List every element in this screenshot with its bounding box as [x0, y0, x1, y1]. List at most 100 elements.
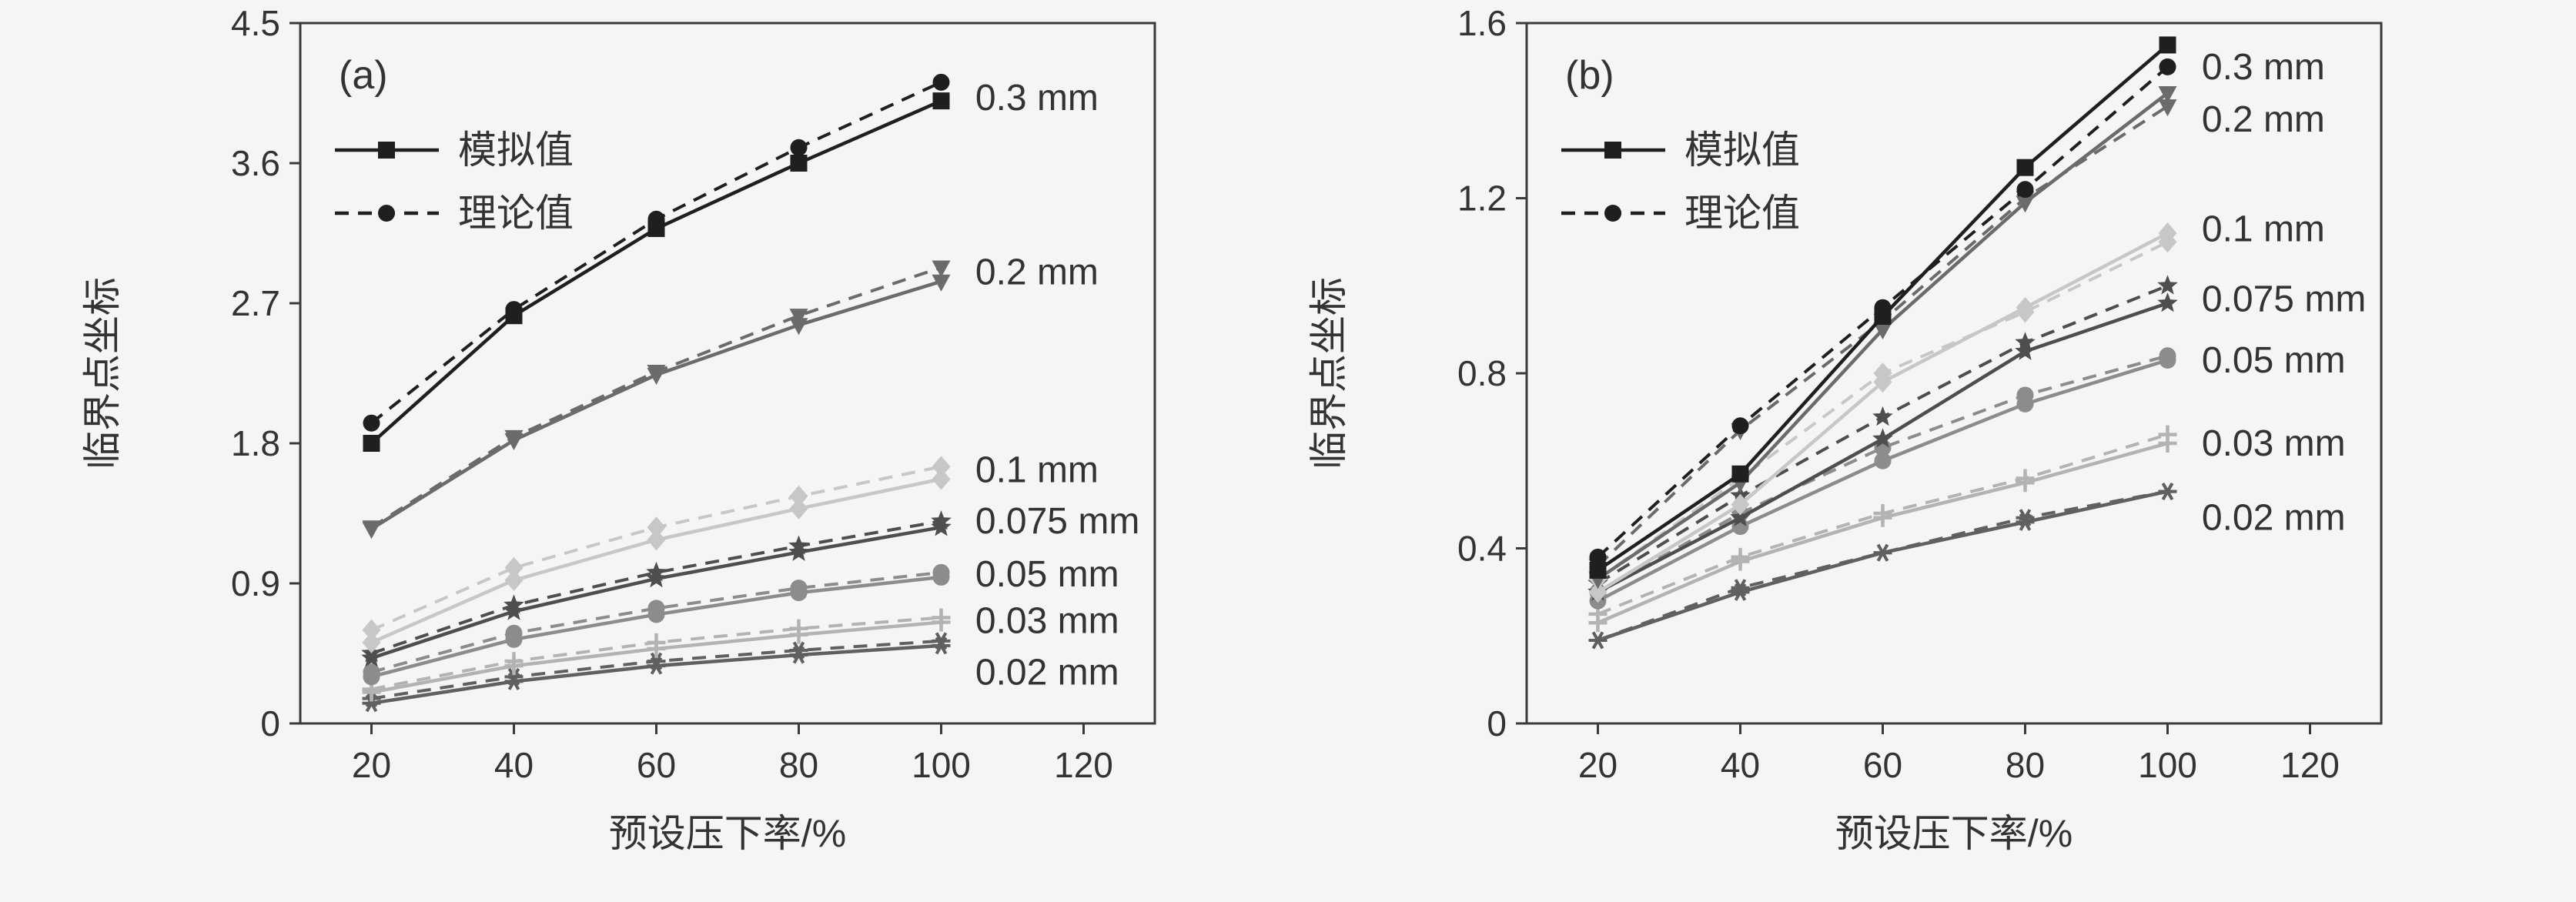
marker-triangle-down: [789, 318, 808, 336]
svg-text:3.6: 3.6: [231, 143, 280, 183]
svg-text:40: 40: [494, 745, 534, 785]
chart-panel-a: 20 40 60 80 100 120 0 0.9 1.8 2.7 3.6 4.5 预设压下率/% 临界点…: [81, 3, 1156, 855]
series-end-label: 0.2 mm: [2202, 99, 2325, 140]
marker-circle: [505, 630, 523, 648]
svg-text:0.4: 0.4: [1457, 529, 1507, 569]
marker-circle: [1731, 417, 1749, 435]
series-end-label: 0.075 mm: [975, 501, 1139, 542]
theoretical-line: [1597, 354, 2169, 594]
marker-triangle-down: [2158, 99, 2177, 117]
marker-diamond: [504, 569, 524, 591]
series-end-label: 0.02 mm: [975, 652, 1119, 693]
marker-diamond: [932, 456, 951, 478]
marker-triangle-down: [1873, 322, 1892, 340]
theoretical-line: [370, 570, 942, 674]
marker-asterisk: [789, 646, 808, 664]
marker-square: [1604, 142, 1621, 159]
series-end-label: 0.05 mm: [975, 554, 1119, 595]
marker-triangle-down: [647, 368, 666, 386]
series-end-label: 0.3 mm: [2202, 47, 2325, 88]
marker-plus: [1873, 508, 1892, 527]
series-end-label: 0.1 mm: [975, 449, 1099, 490]
legend-label: 理论值: [1684, 192, 1800, 235]
marker-circle: [2016, 181, 2034, 199]
marker-square: [505, 307, 523, 325]
series-group-0.1mm: [362, 456, 951, 653]
marker-circle: [2159, 58, 2176, 75]
marker-circle: [932, 568, 950, 586]
svg-text:120: 120: [1054, 745, 1113, 785]
series-group-0.2mm: [362, 260, 951, 540]
series-group-0.02mm: [1588, 483, 2177, 650]
y-axis: 0 0.9 1.8 2.7 3.6 4.5: [231, 3, 300, 743]
y-axis-title: 临界点坐标: [81, 277, 124, 469]
marker-asterisk: [1588, 631, 1607, 650]
series-group-0.3mm: [363, 73, 950, 452]
marker-diamond: [789, 485, 808, 507]
x-axis: 20 40 60 80 100 120: [352, 723, 1113, 785]
marker-triangle-down: [932, 274, 951, 292]
svg-text:2.7: 2.7: [231, 283, 280, 323]
marker-asterisk: [932, 636, 951, 655]
x-axis-title: 预设压下率/%: [609, 812, 846, 855]
marker-diamond: [504, 556, 524, 579]
svg-text:0.8: 0.8: [1457, 353, 1507, 393]
plot-frame: [299, 22, 1156, 725]
svg-text:20: 20: [1578, 745, 1618, 785]
marker-asterisk: [1873, 543, 1892, 562]
marker-asterisk: [1731, 583, 1750, 601]
marker-circle: [1874, 452, 1892, 469]
marker-square: [378, 142, 395, 159]
legend-label: 模拟值: [1684, 129, 1800, 172]
series-end-label: 0.02 mm: [2202, 498, 2346, 539]
simulated-line: [1597, 441, 2169, 625]
marker-star: [2157, 275, 2178, 295]
simulated-line: [1597, 358, 2169, 603]
svg-text:80: 80: [779, 745, 818, 785]
x-axis-title: 预设压下率/%: [1835, 812, 2073, 855]
marker-circle: [2016, 395, 2034, 413]
series-end-label: 0.1 mm: [2202, 209, 2325, 249]
theoretical-line: [1597, 489, 2168, 642]
svg-text:0: 0: [1487, 703, 1507, 743]
marker-diamond: [362, 631, 381, 653]
marker-asterisk: [2016, 513, 2035, 531]
series-end-label: 0.075 mm: [2202, 279, 2366, 319]
marker-star: [931, 516, 952, 536]
marker-triangle-down: [362, 522, 381, 540]
marker-plus: [1731, 552, 1750, 571]
marker-asterisk: [647, 656, 666, 675]
marker-circle: [1589, 548, 1607, 566]
marker-circle: [363, 668, 380, 686]
marker-star: [1872, 406, 1893, 426]
svg-text:1.2: 1.2: [1457, 179, 1507, 219]
marker-circle: [378, 205, 395, 222]
marker-square: [1731, 465, 1749, 483]
panel-a-line-chart: 20 40 60 80 100 120 0 0.9 1.8 2.7 3.6 4.5 预设压下率/% 临界点…: [81, 3, 1156, 855]
marker-diamond: [789, 497, 808, 519]
marker-plus: [2016, 473, 2035, 493]
marker-asterisk: [2158, 483, 2177, 501]
marker-square: [790, 155, 808, 172]
y-axis: 0 0.4 0.8 1.2 1.6: [1457, 3, 1527, 743]
marker-diamond: [647, 516, 666, 539]
svg-text:4.5: 4.5: [231, 3, 280, 43]
x-axis: 20 40 60 80 100 120: [1578, 723, 2340, 785]
marker-plus: [2158, 434, 2177, 453]
marker-asterisk: [362, 694, 381, 713]
marker-diamond: [1588, 581, 1607, 603]
marker-plus: [504, 656, 524, 676]
svg-text:1.6: 1.6: [1457, 3, 1507, 43]
svg-text:0.9: 0.9: [231, 563, 280, 603]
marker-diamond: [1873, 371, 1892, 393]
series-end-label: 0.03 mm: [2202, 423, 2346, 464]
marker-diamond: [362, 619, 381, 641]
marker-star: [788, 541, 809, 561]
svg-text:0: 0: [260, 703, 280, 743]
marker-plus: [362, 683, 381, 702]
marker-square: [1874, 308, 1892, 326]
marker-square: [2159, 36, 2176, 54]
